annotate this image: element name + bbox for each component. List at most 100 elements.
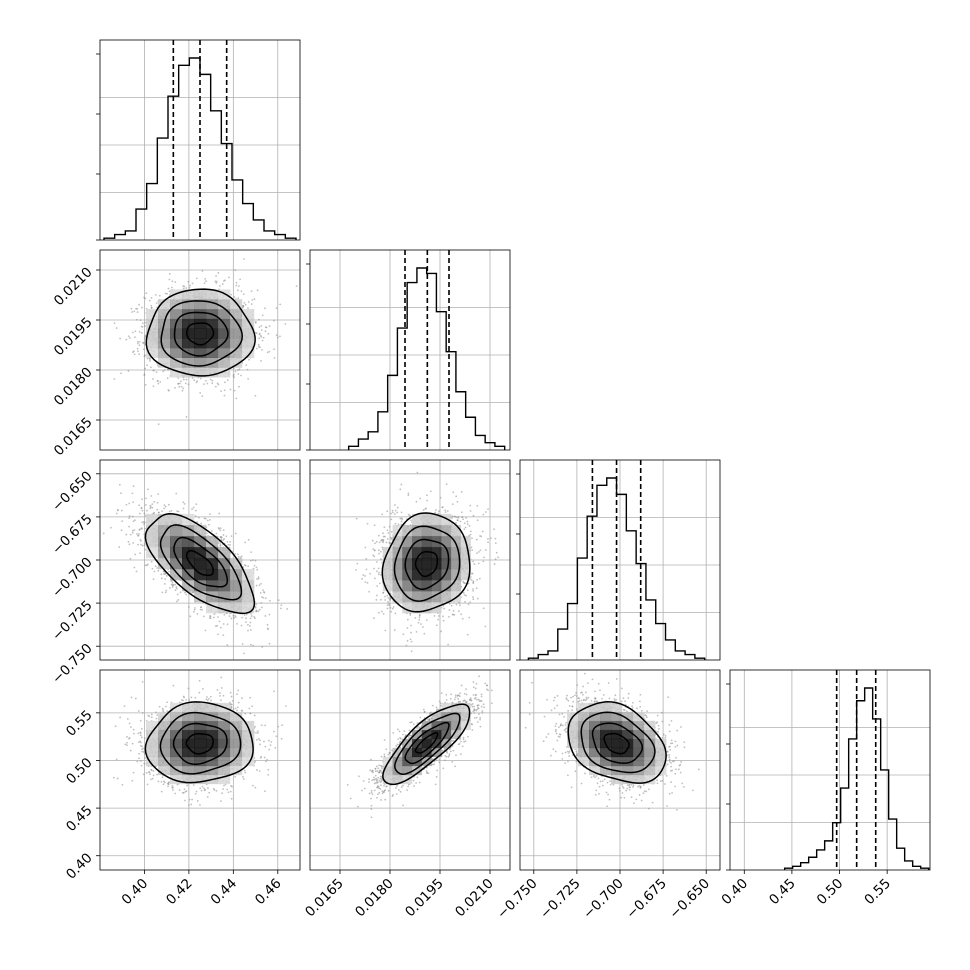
scatter-point [140,540,142,542]
scatter-point [239,278,242,281]
scatter-point [484,549,487,551]
scatter-point [375,765,378,768]
scatter-point [575,695,578,697]
density-cell [194,568,207,581]
scatter-point [189,615,192,618]
density-cell [206,747,219,758]
scatter-point [558,736,561,738]
scatter-point [165,589,168,592]
scatter-point [244,303,247,306]
scatter-point [164,505,167,508]
scatter-point [183,502,186,505]
scatter-point [215,280,218,283]
scatter-point [241,304,244,307]
scatter-point [144,548,147,551]
scatter-point [459,520,462,523]
scatter-point [412,723,415,726]
scatter-point [240,290,243,293]
scatter-point [236,622,238,625]
scatter-point [605,791,608,794]
scatter-point [463,522,466,525]
scatter-point [233,376,236,379]
density-cell [194,590,207,603]
scatter-point [480,693,483,696]
scatter-point [466,633,469,636]
scatter-point [136,533,138,535]
scatter-panel-1-2 [99,249,301,451]
scatter-point [267,332,270,335]
scatter-point [487,541,489,544]
scatter-point [250,612,252,615]
scatter-point [208,518,211,521]
scatter-point [555,732,558,735]
scatter-point [451,523,454,526]
scatter-point [143,542,146,545]
scatter-point [457,697,460,700]
scatter-point [670,761,673,764]
scatter-point [475,716,478,719]
density-cell [441,568,452,581]
density-cell [182,357,195,368]
scatter-point [566,698,568,701]
density-cell [182,524,195,537]
scatter-point [150,713,153,716]
scatter-point [580,699,583,702]
scatter-point [675,768,677,771]
scatter-point [556,704,559,707]
density-cell [158,347,171,359]
density-cell [158,299,171,310]
density-cell [421,568,432,581]
scatter-point [116,777,119,780]
scatter-point [597,682,600,685]
density-cell [218,602,231,614]
scatter-point [258,608,261,611]
contour-level-4 [382,703,471,786]
scatter-point [364,575,366,577]
scatter-point [394,612,397,615]
scatter-point [392,793,395,796]
scatter-point [458,695,461,698]
density-cell [206,557,219,570]
scatter-point [220,687,223,689]
scatter-point [377,793,379,796]
scatter-point [148,771,151,774]
scatter-point [136,311,139,313]
scatter-point [156,380,159,382]
scatter-point [256,568,259,571]
contour-level-1 [185,732,214,755]
scatter-point [254,394,257,397]
scatter-point [230,797,233,800]
scatter-point [163,573,165,575]
scatter-point [561,752,564,755]
scatter-point [264,615,267,617]
scatter-point [119,337,122,340]
scatter-point [242,293,245,296]
scatter-point [264,745,267,748]
scatter-point [233,617,236,619]
scatter-point [388,541,391,544]
contour-level-4 [144,701,254,784]
scatter-point [187,606,190,608]
scatter-point [230,695,233,698]
scatter-point [407,513,410,516]
density-cell [206,765,219,776]
density-cell [206,590,219,603]
density-cell [194,756,207,767]
scatter-point [241,616,244,619]
scatter-point [209,695,212,698]
scatter-point [253,714,256,717]
density-cell [431,568,442,581]
density-cell [402,546,413,559]
scatter-point [478,675,480,678]
scatter-point [384,535,386,538]
density-cell [158,524,171,537]
scatter-point [642,792,645,795]
density-cell [182,729,195,740]
scatter-point [234,532,237,535]
scatter-point [482,703,485,706]
scatter-point [396,785,398,787]
scatter-point [606,805,608,808]
scatter-point [472,588,475,590]
scatter-point [620,796,623,799]
scatter-point [135,570,138,573]
